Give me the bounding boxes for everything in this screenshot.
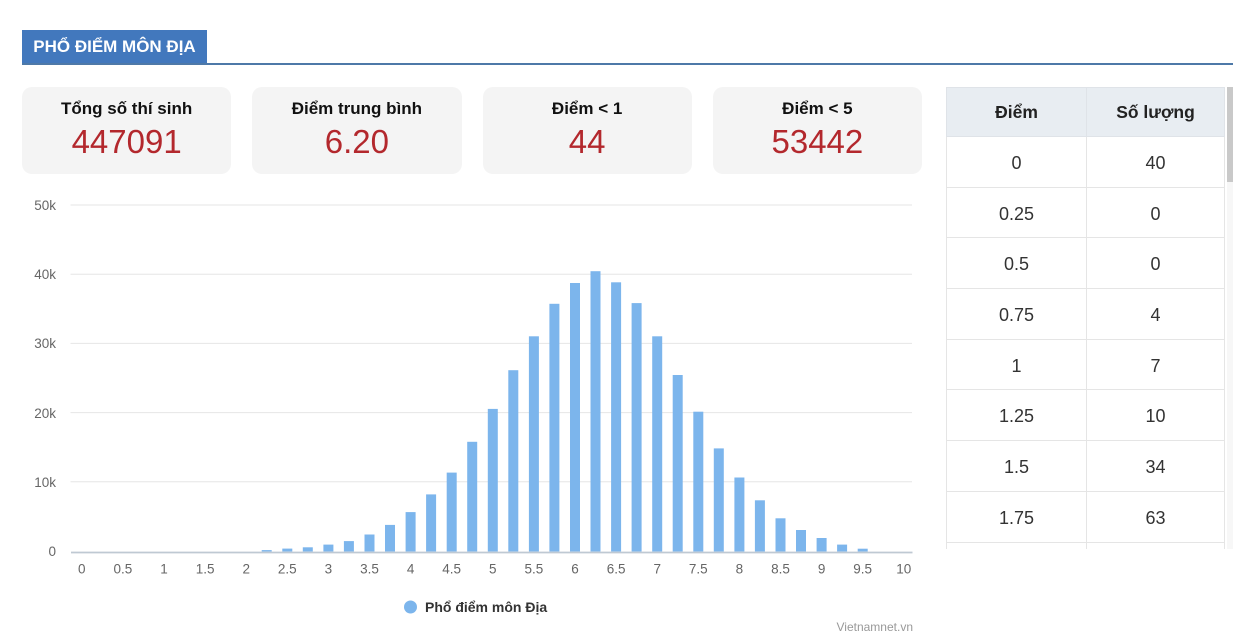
svg-text:1: 1 xyxy=(160,562,168,577)
svg-text:20k: 20k xyxy=(34,406,56,421)
svg-text:5: 5 xyxy=(489,562,497,577)
svg-text:1.5: 1.5 xyxy=(196,562,215,577)
svg-text:0: 0 xyxy=(48,544,56,559)
svg-text:2.5: 2.5 xyxy=(278,562,297,577)
svg-text:5.5: 5.5 xyxy=(525,562,544,577)
svg-text:10k: 10k xyxy=(34,475,56,490)
svg-text:6: 6 xyxy=(571,562,579,577)
svg-text:0.5: 0.5 xyxy=(114,562,133,577)
svg-text:7: 7 xyxy=(653,562,661,577)
svg-text:8.5: 8.5 xyxy=(771,562,790,577)
svg-text:8: 8 xyxy=(736,562,744,577)
svg-text:50k: 50k xyxy=(34,198,56,213)
svg-text:9: 9 xyxy=(818,562,826,577)
svg-text:3: 3 xyxy=(325,562,333,577)
svg-text:6.5: 6.5 xyxy=(607,562,626,577)
svg-text:40k: 40k xyxy=(34,267,56,282)
svg-text:2: 2 xyxy=(242,562,250,577)
svg-text:3.5: 3.5 xyxy=(360,562,379,577)
svg-text:Phổ điểm môn Địa: Phổ điểm môn Địa xyxy=(425,599,547,615)
svg-text:30k: 30k xyxy=(34,336,56,351)
svg-text:9.5: 9.5 xyxy=(853,562,872,577)
svg-text:4.5: 4.5 xyxy=(442,562,461,577)
svg-text:4: 4 xyxy=(407,562,415,577)
svg-text:0: 0 xyxy=(78,562,86,577)
svg-text:7.5: 7.5 xyxy=(689,562,708,577)
svg-text:Vietnamnet.vn: Vietnamnet.vn xyxy=(837,620,914,634)
svg-text:10: 10 xyxy=(896,562,911,577)
